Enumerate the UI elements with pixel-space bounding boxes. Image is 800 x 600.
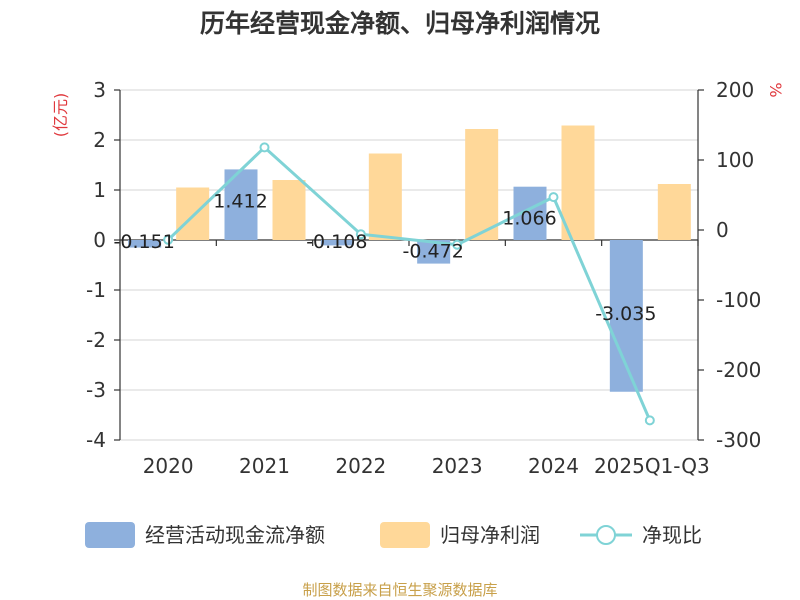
- cash-flow-value-label: -0.108: [306, 231, 367, 253]
- net-profit-bar: [561, 125, 595, 240]
- cash-flow-bar: [320, 240, 354, 246]
- legend-label-ratio: 净现比: [642, 523, 702, 547]
- right-tick-label: -100: [716, 288, 761, 312]
- ratio-point: [644, 415, 655, 426]
- ratio-line: [163, 142, 655, 426]
- left-tick-label: -3: [86, 378, 106, 402]
- legend-swatch-net-profit: [380, 522, 430, 548]
- left-tick-label: 3: [93, 78, 106, 102]
- cash-flow-value-label: -0.472: [403, 241, 464, 263]
- category-label: 2024: [528, 454, 579, 478]
- net-profit-bar: [272, 180, 306, 240]
- category-label: 2021: [239, 454, 290, 478]
- left-tick-label: 1: [93, 178, 106, 202]
- data-labels: -0.151 1.412 -0.108 -0.472 1.066 -3.035: [114, 190, 657, 324]
- net-profit-bar: [657, 184, 691, 240]
- left-tick-label: 2: [93, 128, 106, 152]
- legend-swatch-cash-flow: [85, 522, 135, 548]
- left-tick-label: -1: [86, 278, 106, 302]
- ratio-point: [452, 239, 463, 250]
- ratio-point: [355, 229, 366, 240]
- cash-flow-value-label: -0.151: [114, 231, 175, 253]
- ratio-series-line: [167, 145, 652, 421]
- legend-label-cash-flow: 经营活动现金流净额: [145, 523, 325, 547]
- cash-flow-bar: [417, 240, 451, 264]
- net-profit-bar: [368, 153, 402, 240]
- legend: 经营活动现金流净额 归母净利润 净现比: [85, 522, 702, 548]
- category-label: 2023: [432, 454, 483, 478]
- cash-flow-bar: [128, 240, 162, 248]
- right-tick-label: -300: [716, 428, 761, 452]
- category-label: 2020: [143, 454, 194, 478]
- left-tick-label: 0: [93, 228, 106, 252]
- source-note: 制图数据来自恒生聚源数据库: [302, 581, 497, 599]
- category-label: 2022: [335, 454, 386, 478]
- net-profit-bar: [176, 187, 210, 240]
- axes: 3 2 1 0 -1 -2 -3 -4 200 100 0 -100 -200 -300 (亿元)% 2020…: [51, 78, 785, 478]
- category-label: 2025Q1-Q3: [594, 454, 710, 478]
- left-tick-label: -2: [86, 328, 106, 352]
- cash-flow-value-label: 1.066: [502, 208, 556, 230]
- cash-flow-value-label: -3.035: [595, 303, 656, 325]
- cash-flow-value-label: 1.412: [213, 190, 267, 212]
- chart-title: 历年经营现金净额、归母净利润情况: [200, 9, 600, 38]
- right-tick-label: 0: [716, 218, 729, 242]
- ratio-point: [548, 192, 559, 203]
- right-tick-label: 100: [716, 148, 754, 172]
- net-profit-bar: [465, 129, 499, 240]
- right-tick-label: -200: [716, 358, 761, 382]
- legend-marker-ratio: [596, 525, 616, 545]
- left-tick-label: -4: [86, 428, 106, 452]
- legend-label-net-profit: 归母净利润: [440, 523, 540, 547]
- ratio-point: [259, 142, 270, 153]
- right-tick-label: 200: [716, 78, 754, 102]
- right-axis-unit: %: [766, 82, 785, 97]
- left-axis-unit: (亿元): [51, 93, 70, 138]
- ratio-point: [163, 234, 174, 245]
